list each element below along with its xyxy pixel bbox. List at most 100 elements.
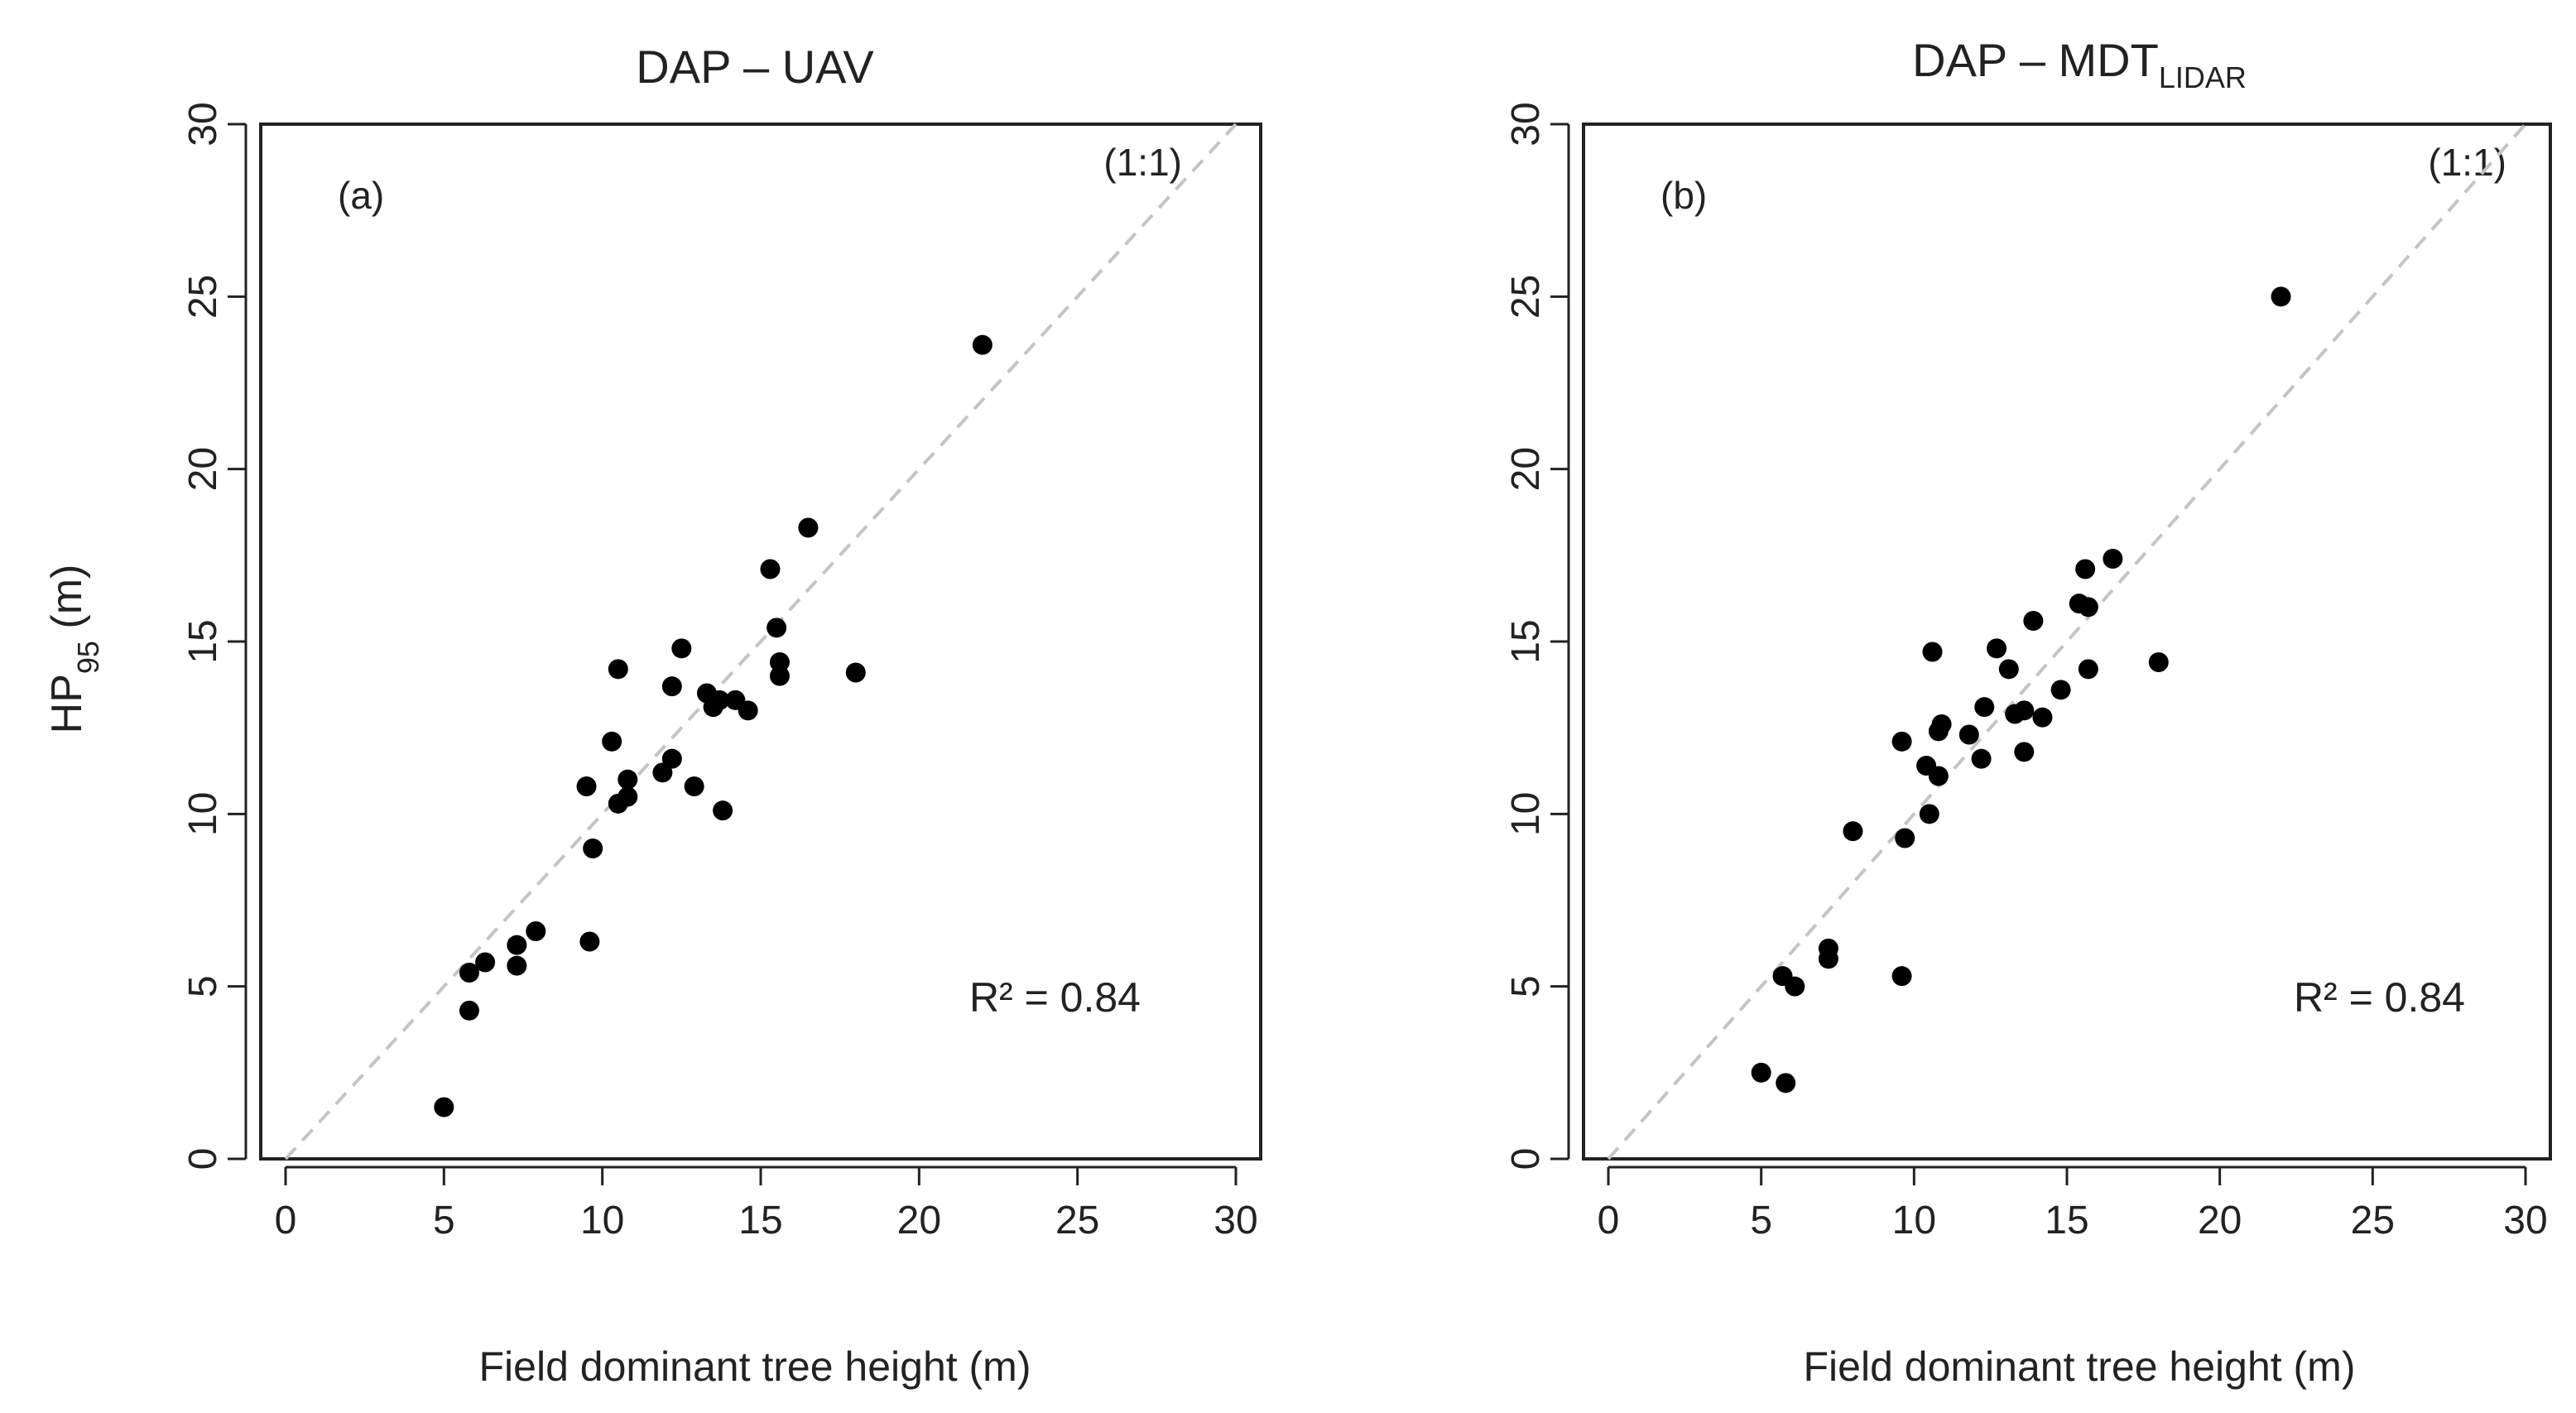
panel-b-data-point <box>2148 652 2169 672</box>
panel-a-x-axis-label: Field dominant tree height (m) <box>479 1343 1031 1390</box>
panel-b-y-tick-label: 5 <box>1504 975 1548 997</box>
panel-a-y-tick-label: 20 <box>181 447 225 491</box>
panel-b-x-tick-label: 30 <box>2503 1199 2547 1242</box>
panel-a-x-tick-label: 30 <box>1214 1199 1257 1242</box>
panel-a-data-point <box>434 1097 454 1117</box>
panel-a-data-point <box>845 662 866 683</box>
panel-b-reference-line <box>1607 123 2527 1161</box>
panel-b-data-point <box>2078 659 2098 680</box>
panel-a-data-point <box>459 1000 479 1021</box>
panel-b-data-point <box>1987 638 2007 659</box>
panel-a-x-tick-label: 15 <box>738 1199 782 1242</box>
panel-b-y-tick-label: 30 <box>1504 102 1548 146</box>
panel-b-data-point <box>2050 680 2071 700</box>
panel-b-data-point <box>1919 804 1939 824</box>
panel-b-data-point <box>1891 966 1912 987</box>
panel-b-data-point <box>1751 1062 1771 1083</box>
panel-b-data-point <box>1785 976 1805 997</box>
panel-a-data-point <box>769 666 790 686</box>
panel-a-y-tick-label: 15 <box>181 619 225 663</box>
panel-b-x-tick-label: 25 <box>2351 1199 2395 1242</box>
panel-b-data-point <box>1891 731 1912 752</box>
panel-a-y-tick-label: 30 <box>181 102 225 146</box>
panel-b: DAP – MDTLIDAR Field dominant tree heigh… <box>1504 34 2552 1390</box>
panel-a-data-point <box>769 652 790 672</box>
panel-a-data-point <box>738 700 758 721</box>
panel-a-data-point <box>713 800 733 821</box>
panel-a-data-point <box>459 963 479 983</box>
panel-a-label: (a) <box>338 174 384 217</box>
panel-a-y-tick-label: 10 <box>181 792 225 836</box>
panel-b-data-point <box>2014 742 2035 762</box>
panel-b-data-point <box>2023 611 2044 631</box>
panel-a-reference-label: (1:1) <box>1103 141 1182 184</box>
panel-a-data-point <box>618 786 638 807</box>
panel-a-x-tick-label: 25 <box>1055 1199 1099 1242</box>
panel-b-reference-label: (1:1) <box>2428 141 2506 184</box>
panel-b-x-axis-label: Field dominant tree height (m) <box>1804 1343 2356 1390</box>
panel-b-data-point <box>2103 549 2123 569</box>
panel-a-data-point <box>608 659 628 680</box>
panel-a-data-point <box>507 935 527 955</box>
panel-a-data-point <box>798 517 819 538</box>
panel-a-y-tick-label: 0 <box>181 1148 225 1170</box>
panel-a-data-point <box>602 731 622 752</box>
panel-b-data-point <box>1895 828 1915 848</box>
y-axis-label: HP95 (m) <box>43 565 105 734</box>
panel-a-title: DAP – UAV <box>636 41 874 93</box>
panel-b-data-point <box>2032 707 2053 728</box>
panel-b-r2-label: R² = 0.84 <box>2294 974 2465 1021</box>
panel-a-x-tick-label: 10 <box>580 1199 624 1242</box>
panel-b-data-point <box>2271 286 2291 307</box>
panel-b-data-point <box>1928 766 1949 786</box>
panel-b-label: (b) <box>1660 174 1707 217</box>
panel-b-y-tick-label: 15 <box>1504 619 1548 663</box>
panel-a-data-point <box>661 676 682 697</box>
panel-a-data-point <box>684 776 704 796</box>
panel-b-title: DAP – MDTLIDAR <box>1912 34 2247 94</box>
panel-b-x-tick-label: 15 <box>2045 1199 2088 1242</box>
panel-b-x-tick-label: 5 <box>1750 1199 1772 1242</box>
panel-a-data-point <box>583 839 603 858</box>
panel-a-data-point <box>709 690 730 710</box>
panel-a-x-tick-label: 0 <box>275 1199 297 1242</box>
panel-a-x-tick-label: 5 <box>433 1199 455 1242</box>
panel-a-data-point <box>671 638 692 659</box>
panel-b-data-point <box>1974 697 1995 718</box>
panel-a-data-point <box>767 618 787 638</box>
panel-a-data-point <box>579 931 600 952</box>
panel-a-data-point <box>760 559 781 579</box>
panel-b-x-tick-label: 20 <box>2198 1199 2242 1242</box>
panel-a-data-point <box>661 748 682 769</box>
panel-a-data-point <box>576 776 597 796</box>
panel-a-data-point <box>618 769 638 790</box>
panel-b-data-point <box>1818 938 1838 959</box>
panel-b-data-point <box>2078 597 2098 618</box>
panel-a: DAP – UAV HP95 (m) Field dominant tree h… <box>43 41 1262 1390</box>
panel-a-r2-label: R² = 0.84 <box>969 974 1141 1021</box>
panel-a-data-point <box>972 334 992 355</box>
panel-a-y-tick-label: 5 <box>181 975 225 997</box>
panel-a-data-point <box>526 921 546 941</box>
panel-b-y-tick-label: 10 <box>1504 792 1548 836</box>
panel-b-x-tick-label: 0 <box>1598 1199 1620 1242</box>
panel-b-data-point <box>1958 724 1979 745</box>
panel-a-data-point <box>507 955 527 976</box>
panel-b-plot-frame <box>1582 123 2552 1161</box>
panel-a-reference-line <box>284 123 1238 1161</box>
panel-b-data-point <box>1843 821 1863 842</box>
panel-a-plot-frame <box>259 123 1262 1161</box>
panel-b-data-point <box>2075 559 2096 579</box>
panel-b-y-tick-label: 0 <box>1504 1148 1548 1170</box>
panel-b-data-point <box>1776 1073 1796 1093</box>
panel-a-x-tick-label: 20 <box>897 1199 941 1242</box>
panel-b-y-tick-label: 25 <box>1504 275 1548 319</box>
panel-a-data-point <box>475 952 496 973</box>
panel-b-data-point <box>1998 659 2019 680</box>
panel-b-data-point <box>2014 700 2035 721</box>
panel-a-y-tick-label: 25 <box>181 275 225 319</box>
panel-b-y-tick-label: 20 <box>1504 447 1548 491</box>
panel-b-data-point <box>1922 642 1943 662</box>
